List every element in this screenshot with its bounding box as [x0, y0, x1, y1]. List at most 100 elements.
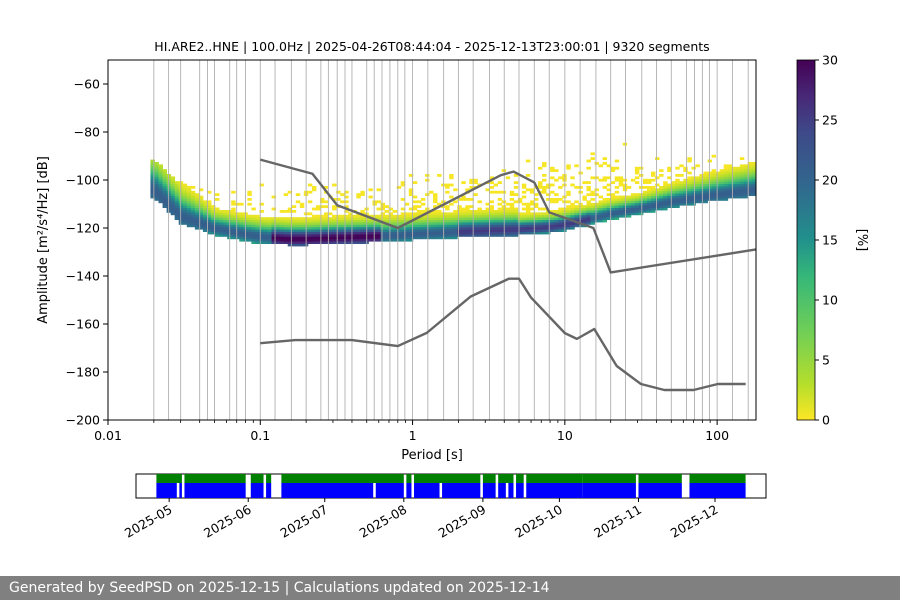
heatmap-cell	[223, 222, 228, 225]
heatmap-cell	[485, 207, 490, 211]
heatmap-cell	[481, 224, 486, 228]
heatmap-cell	[174, 190, 180, 194]
heatmap-cell	[606, 212, 612, 216]
heatmap-cell	[509, 222, 515, 225]
heatmap-cell	[659, 169, 664, 172]
heatmap-cell	[348, 222, 353, 225]
heatmap-cell	[186, 188, 192, 192]
heatmap-cell	[396, 186, 402, 189]
heatmap-cell	[699, 186, 704, 189]
heatmap-cell	[263, 217, 268, 220]
heatmap-cell	[433, 205, 438, 208]
heatmap-cell	[198, 214, 204, 218]
heatmap-cell	[590, 152, 595, 156]
heatmap-cell	[699, 190, 704, 194]
heatmap-cell	[723, 186, 729, 189]
heatmap-cell	[275, 226, 281, 230]
heatmap-cell	[699, 174, 704, 177]
heatmap-cell	[412, 212, 418, 216]
heatmap-cell	[324, 205, 329, 208]
heatmap-cell	[691, 193, 696, 196]
heatmap-cell	[198, 212, 204, 216]
heatmap-cell	[594, 217, 599, 220]
heatmap-cell	[271, 241, 276, 244]
heatmap-cell	[642, 195, 648, 199]
heatmap-cell	[271, 224, 276, 228]
heatmap-cell	[679, 183, 684, 187]
heatmap-cell	[324, 231, 329, 235]
heatmap-cell	[384, 210, 390, 213]
heatmap-cell	[287, 222, 293, 225]
heatmap-cell	[497, 181, 503, 184]
heatmap-cell	[263, 224, 268, 228]
heatmap-cell	[651, 193, 656, 196]
heatmap-cell	[360, 241, 365, 244]
heatmap-cell	[202, 217, 208, 220]
heatmap-cell	[699, 188, 704, 192]
heatmap-cell	[594, 188, 599, 192]
heatmap-cell	[550, 219, 555, 223]
heatmap-cell	[735, 166, 741, 170]
heatmap-cell	[687, 176, 692, 180]
heatmap-cell	[590, 198, 595, 201]
heatmap-cell	[400, 181, 406, 184]
heatmap-cell	[291, 222, 297, 225]
heatmap-cell	[687, 157, 692, 160]
heatmap-cell	[219, 234, 224, 237]
heatmap-cell	[469, 212, 474, 216]
heatmap-cell	[332, 224, 337, 228]
heatmap-cell	[396, 214, 402, 218]
chart-title: HI.ARE2..HNE | 100.0Hz | 2025-04-26T08:4…	[154, 39, 709, 54]
heatmap-cell	[376, 217, 381, 220]
heatmap-cell	[275, 236, 281, 240]
heatmap-cell	[404, 236, 410, 240]
heatmap-cell	[299, 231, 305, 235]
heatmap-cell	[158, 200, 163, 204]
heatmap-cell	[626, 205, 632, 208]
heatmap-cell	[295, 236, 301, 240]
heatmap-cell	[481, 222, 486, 225]
heatmap-cell	[215, 224, 220, 228]
availability-bar	[582, 483, 636, 498]
heatmap-cell	[170, 183, 176, 187]
heatmap-cell	[154, 181, 159, 184]
heatmap-cell	[307, 222, 313, 225]
heatmap-cell	[598, 219, 603, 223]
heatmap-cell	[433, 222, 438, 225]
heatmap-cell	[437, 222, 442, 225]
heatmap-cell	[287, 229, 293, 232]
heatmap-cell	[182, 207, 188, 211]
heatmap-cell	[299, 224, 305, 228]
heatmap-cell	[711, 190, 717, 194]
heatmap-cell	[614, 195, 620, 199]
heatmap-cell	[437, 234, 442, 237]
heatmap-cell	[469, 231, 474, 235]
heatmap-cell	[336, 222, 341, 225]
heatmap-cell	[372, 214, 377, 218]
heatmap-cell	[683, 166, 688, 170]
heatmap-cell	[735, 181, 741, 184]
heatmap-cell	[630, 200, 636, 204]
heatmap-cell	[186, 217, 192, 220]
heatmap-cell	[295, 217, 301, 220]
heatmap-cell	[606, 188, 612, 192]
heatmap-cell	[618, 198, 624, 201]
heatmap-cell	[570, 176, 575, 180]
heatmap-cell	[634, 205, 640, 208]
heatmap-cell	[340, 219, 345, 223]
heatmap-cell	[198, 217, 204, 220]
heatmap-cell	[372, 224, 377, 228]
heatmap-cell	[525, 205, 531, 208]
heatmap-cell	[194, 214, 200, 218]
heatmap-cell	[525, 202, 531, 206]
heatmap-cell	[404, 231, 410, 235]
heatmap-cell	[150, 164, 155, 168]
heatmap-cell	[667, 193, 672, 196]
heatmap-cell	[598, 200, 603, 204]
heatmap-cell	[683, 200, 688, 204]
heatmap-cell	[602, 205, 608, 208]
heatmap-cell	[679, 190, 684, 194]
heatmap-cell	[618, 212, 624, 216]
heatmap-cell	[747, 164, 753, 168]
heatmap-cell	[594, 214, 599, 218]
